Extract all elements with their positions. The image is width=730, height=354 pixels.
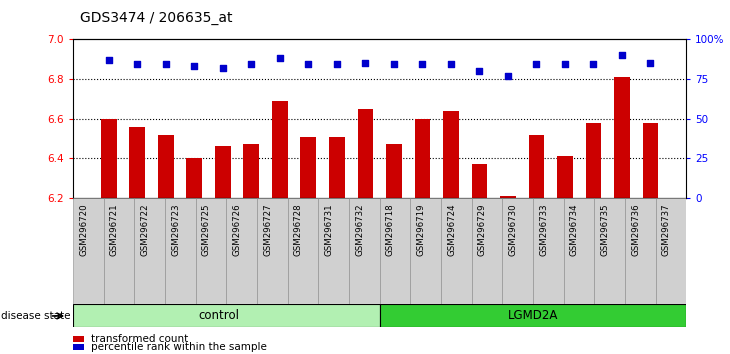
Text: GSM296736: GSM296736 bbox=[631, 204, 640, 256]
Bar bbox=[594, 198, 625, 304]
Text: GSM296728: GSM296728 bbox=[294, 204, 303, 256]
Text: GSM296729: GSM296729 bbox=[478, 204, 487, 256]
Text: GSM296723: GSM296723 bbox=[172, 204, 180, 256]
Text: GSM296732: GSM296732 bbox=[356, 204, 364, 256]
Text: GSM296719: GSM296719 bbox=[417, 204, 426, 256]
Point bbox=[559, 62, 571, 67]
Bar bbox=[358, 109, 373, 198]
Point bbox=[131, 62, 143, 67]
Point bbox=[245, 62, 257, 67]
Text: GSM296726: GSM296726 bbox=[233, 204, 242, 256]
Bar bbox=[642, 122, 658, 198]
Point bbox=[302, 62, 314, 67]
Bar bbox=[215, 147, 231, 198]
Text: GSM296721: GSM296721 bbox=[110, 204, 119, 256]
Text: GSM296722: GSM296722 bbox=[141, 204, 150, 256]
Text: disease state: disease state bbox=[1, 311, 71, 321]
Text: GSM296730: GSM296730 bbox=[509, 204, 518, 256]
Bar bbox=[564, 198, 594, 304]
Bar bbox=[257, 198, 288, 304]
Bar bbox=[380, 304, 686, 327]
Point bbox=[160, 62, 172, 67]
Text: GSM296733: GSM296733 bbox=[539, 204, 548, 256]
Bar bbox=[415, 119, 430, 198]
Bar bbox=[410, 198, 441, 304]
Bar bbox=[585, 122, 602, 198]
Bar bbox=[656, 198, 686, 304]
Bar bbox=[443, 111, 458, 198]
Text: transformed count: transformed count bbox=[91, 334, 188, 344]
Bar bbox=[380, 198, 410, 304]
Bar bbox=[349, 198, 380, 304]
Text: GSM296727: GSM296727 bbox=[264, 204, 272, 256]
Bar bbox=[500, 196, 516, 198]
Point bbox=[531, 62, 542, 67]
Bar bbox=[533, 198, 564, 304]
Bar bbox=[158, 135, 174, 198]
Point bbox=[616, 52, 628, 58]
Bar bbox=[73, 336, 84, 342]
Bar bbox=[441, 198, 472, 304]
Bar bbox=[104, 198, 134, 304]
Bar bbox=[529, 135, 545, 198]
Text: percentile rank within the sample: percentile rank within the sample bbox=[91, 342, 266, 352]
Text: GSM296725: GSM296725 bbox=[202, 204, 211, 256]
Bar bbox=[625, 198, 656, 304]
Text: GSM296724: GSM296724 bbox=[447, 204, 456, 256]
Bar bbox=[101, 119, 117, 198]
Point bbox=[331, 62, 342, 67]
Bar bbox=[288, 198, 318, 304]
Bar bbox=[73, 304, 380, 327]
Point bbox=[645, 60, 656, 66]
Bar bbox=[318, 198, 349, 304]
Point bbox=[502, 73, 514, 79]
Point bbox=[417, 62, 429, 67]
Bar bbox=[386, 144, 402, 198]
Bar bbox=[272, 101, 288, 198]
Text: GSM296731: GSM296731 bbox=[325, 204, 334, 256]
Bar bbox=[614, 77, 630, 198]
Bar bbox=[502, 198, 533, 304]
Bar bbox=[73, 344, 84, 350]
Point bbox=[388, 62, 400, 67]
Text: GSM296734: GSM296734 bbox=[570, 204, 579, 256]
Text: GSM296735: GSM296735 bbox=[601, 204, 610, 256]
Text: GDS3474 / 206635_at: GDS3474 / 206635_at bbox=[80, 11, 233, 25]
Text: GSM296737: GSM296737 bbox=[662, 204, 671, 256]
Text: control: control bbox=[198, 309, 239, 322]
Bar bbox=[226, 198, 257, 304]
Bar bbox=[134, 198, 165, 304]
Bar bbox=[73, 198, 104, 304]
Bar bbox=[186, 158, 202, 198]
Bar bbox=[329, 137, 345, 198]
Bar bbox=[472, 198, 502, 304]
Bar bbox=[301, 137, 316, 198]
Bar bbox=[472, 164, 487, 198]
Point bbox=[474, 68, 485, 74]
Text: LGMD2A: LGMD2A bbox=[507, 309, 558, 322]
Bar bbox=[243, 144, 259, 198]
Point bbox=[103, 57, 115, 63]
Point bbox=[274, 55, 285, 61]
Bar bbox=[196, 198, 226, 304]
Point bbox=[588, 62, 599, 67]
Bar bbox=[557, 156, 573, 198]
Point bbox=[188, 63, 200, 69]
Bar bbox=[165, 198, 196, 304]
Text: GSM296720: GSM296720 bbox=[80, 204, 88, 256]
Text: GSM296718: GSM296718 bbox=[386, 204, 395, 256]
Point bbox=[445, 62, 457, 67]
Point bbox=[359, 60, 371, 66]
Bar bbox=[129, 127, 145, 198]
Point bbox=[217, 65, 228, 70]
